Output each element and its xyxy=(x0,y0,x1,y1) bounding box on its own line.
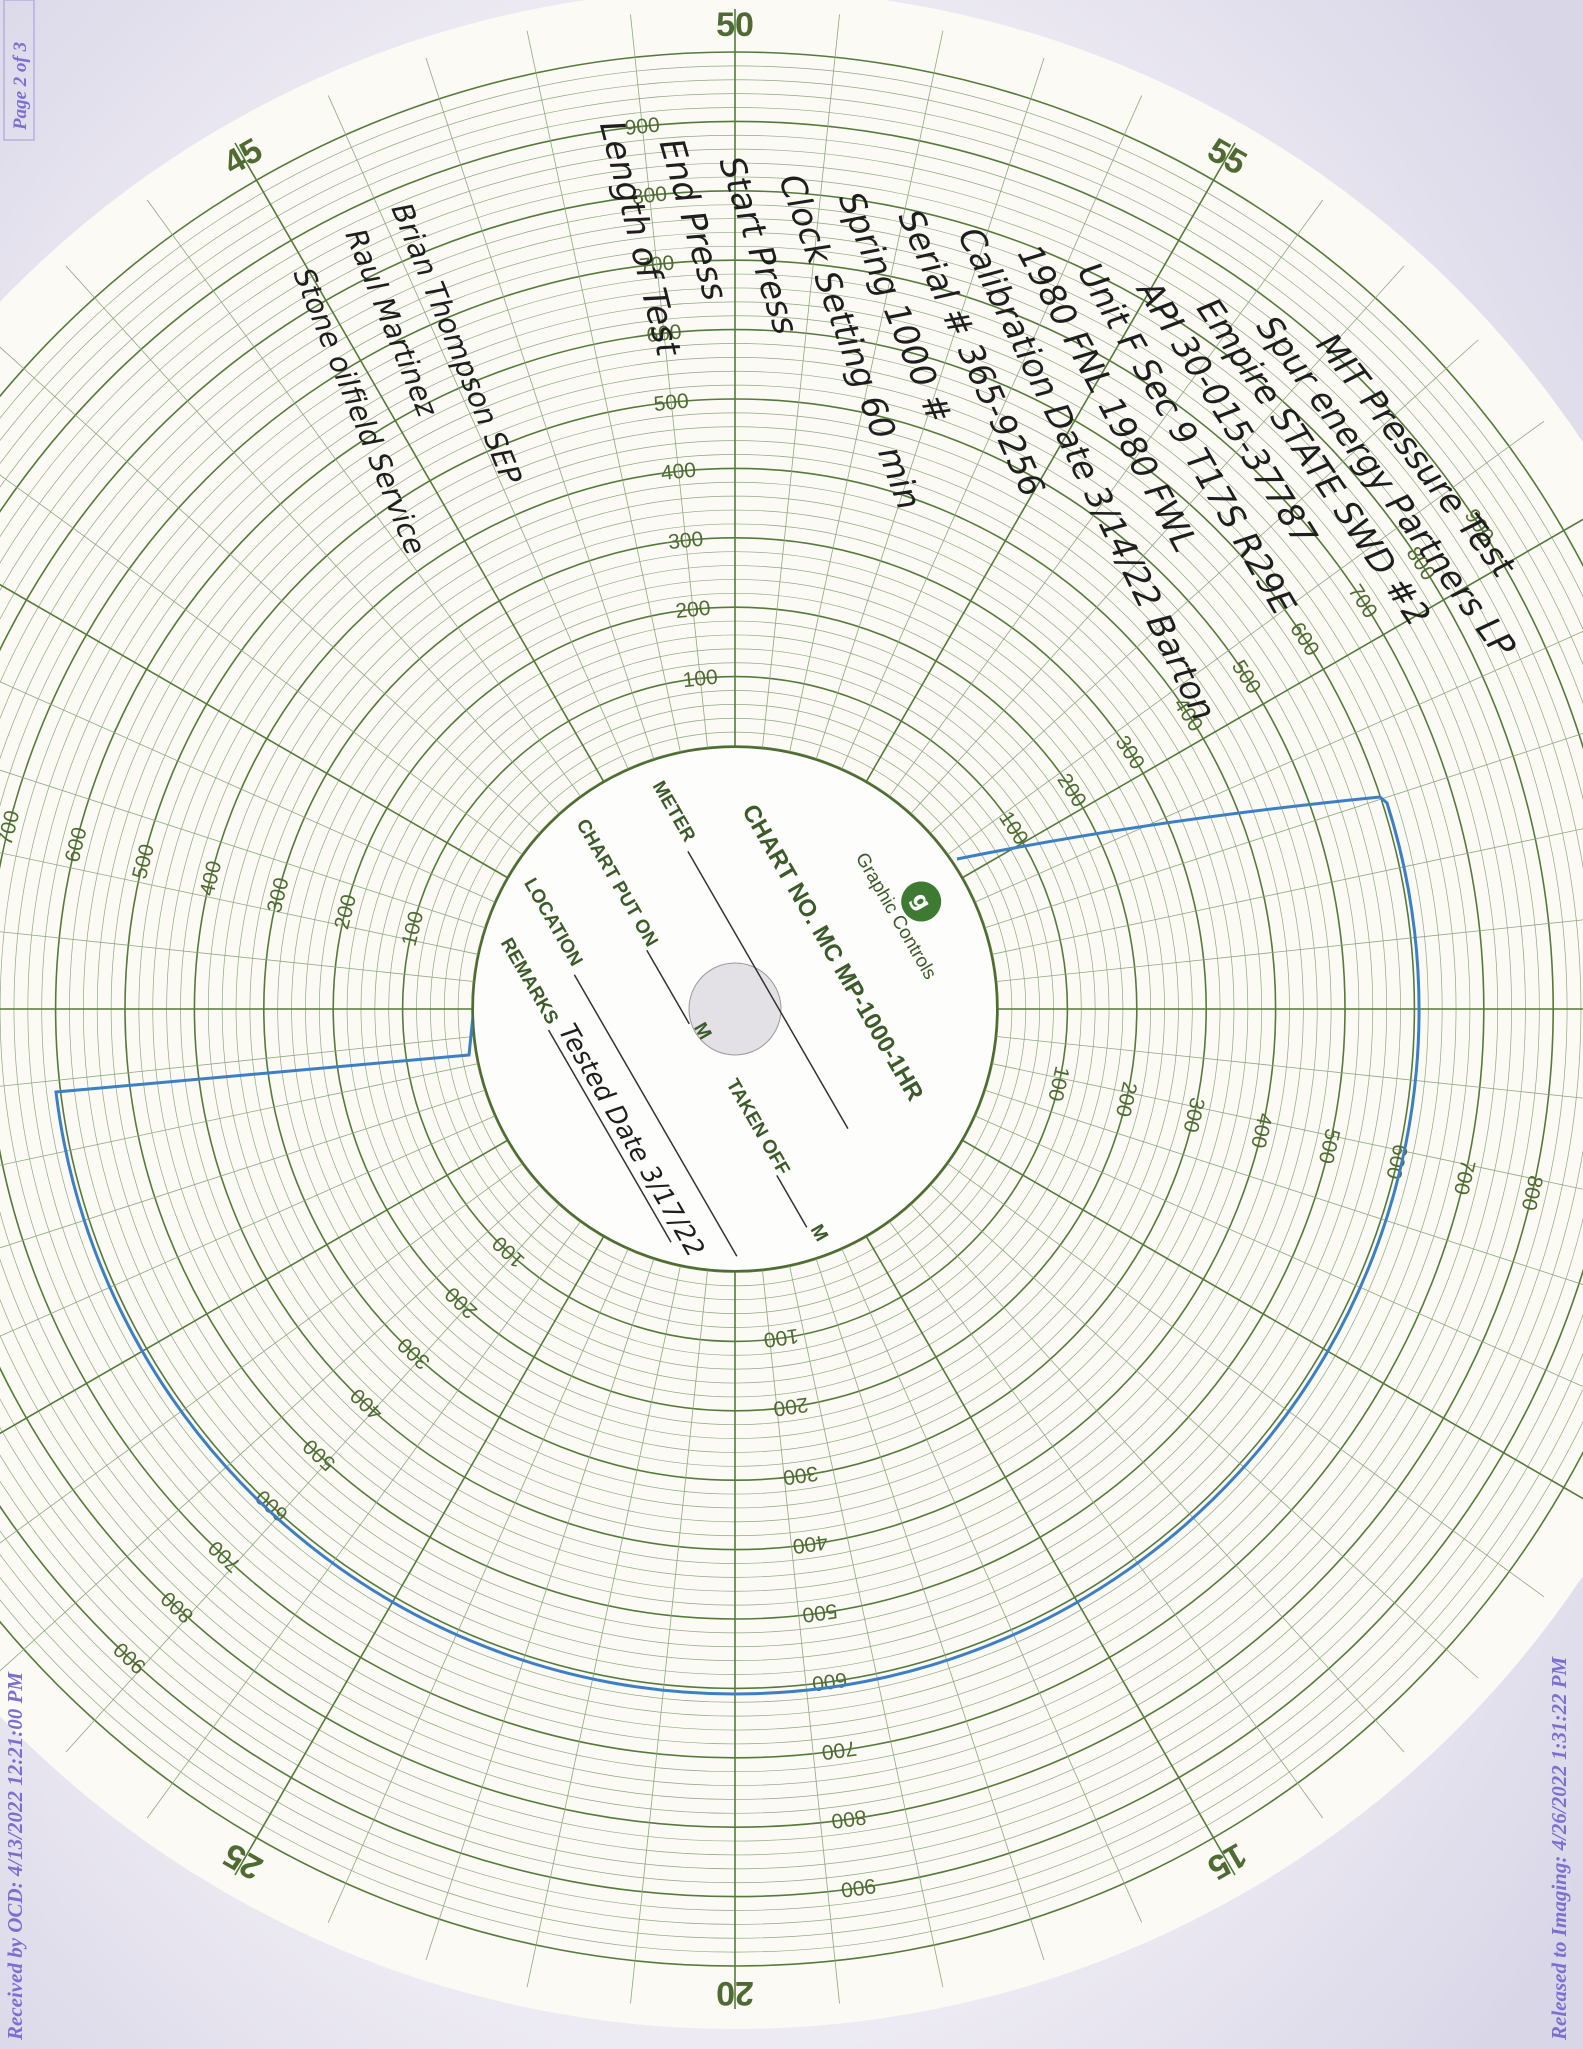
minute-label: 20 xyxy=(716,1974,754,2012)
time-line xyxy=(762,14,840,748)
received-stamp: Received by OCD: 4/13/2022 12:21:00 PM xyxy=(3,1671,27,2041)
scale-label: 200 xyxy=(674,597,711,624)
time-line xyxy=(146,199,581,797)
time-line xyxy=(985,733,1583,929)
taken-off-line xyxy=(776,1175,808,1228)
time-line xyxy=(910,265,1405,814)
time-line xyxy=(0,1139,508,1435)
time-line xyxy=(234,1236,605,1876)
scale-label: 800 xyxy=(830,1805,868,1833)
time-line xyxy=(815,57,1045,759)
time-line xyxy=(234,142,605,782)
meter-line xyxy=(687,851,849,1129)
remarks-line xyxy=(547,1029,672,1243)
time-line xyxy=(992,1063,1583,1190)
time-line xyxy=(630,14,708,748)
time-line xyxy=(996,1036,1583,1099)
scale-label: 600 xyxy=(645,321,682,348)
time-line xyxy=(762,1270,840,2004)
time-line xyxy=(65,265,560,814)
scale-label: 300 xyxy=(667,528,704,555)
released-stamp: Released to Imaging: 4/26/2022 1:31:22 P… xyxy=(1547,1655,1571,2041)
time-line xyxy=(0,681,495,903)
time-line xyxy=(0,852,478,955)
time-line xyxy=(910,1204,1405,1753)
time-line xyxy=(0,1184,540,1672)
location-line xyxy=(573,974,738,1257)
scale-label: 500 xyxy=(801,1599,839,1627)
scale-label: 100 xyxy=(762,1324,800,1352)
scale-label: 900 xyxy=(624,113,661,140)
logo xyxy=(901,881,942,922)
time-line xyxy=(975,1115,1583,1387)
time-line xyxy=(841,1249,1143,1923)
time-line xyxy=(865,142,1236,782)
time-line xyxy=(841,95,1143,769)
time-line xyxy=(0,474,523,855)
time-line xyxy=(425,57,655,759)
time-line xyxy=(962,1139,1583,1500)
time-line xyxy=(0,769,485,929)
time-line xyxy=(425,1259,655,1961)
time-line xyxy=(815,1259,1045,1961)
time-line xyxy=(996,919,1583,982)
time-line xyxy=(962,518,1583,879)
time-line xyxy=(65,1204,560,1753)
put-on-line xyxy=(646,949,690,1025)
page-stamp: Page 2 of 3 xyxy=(10,42,31,131)
scale-label: 800 xyxy=(631,183,668,210)
time-line xyxy=(789,30,944,752)
time-line xyxy=(947,420,1545,855)
scale-label: 900 xyxy=(840,1874,878,1902)
time-line xyxy=(930,339,1479,834)
time-line xyxy=(526,1266,681,1988)
time-line xyxy=(0,1163,523,1544)
scale-label: 100 xyxy=(682,666,719,693)
scale-label: 300 xyxy=(782,1461,820,1489)
time-line xyxy=(0,1089,485,1249)
scale-label: 600 xyxy=(811,1667,849,1695)
time-line xyxy=(992,828,1583,955)
time-line xyxy=(889,1221,1324,1819)
scale-label: 500 xyxy=(653,390,690,417)
time-line xyxy=(0,1036,474,1087)
time-line xyxy=(985,1089,1583,1285)
pressure-trace xyxy=(54,795,1421,1696)
time-line xyxy=(0,1115,495,1337)
scale-label: 700 xyxy=(638,252,675,279)
time-line xyxy=(947,1163,1545,1598)
time-line xyxy=(865,1236,1236,1876)
center-hole xyxy=(688,962,782,1056)
time-line xyxy=(526,30,681,752)
scale-label: 700 xyxy=(820,1736,858,1764)
time-line xyxy=(975,631,1583,903)
scale-label: 200 xyxy=(772,1393,810,1421)
time-line xyxy=(0,931,474,982)
time-line xyxy=(146,1221,581,1819)
time-line xyxy=(0,1063,478,1166)
scale-label: 400 xyxy=(791,1530,829,1558)
time-line xyxy=(789,1266,944,1988)
time-line xyxy=(0,583,508,879)
time-line xyxy=(0,346,540,834)
scale-label: 400 xyxy=(660,459,697,486)
time-line xyxy=(889,199,1324,797)
time-line xyxy=(327,1249,629,1923)
page-stamp-box xyxy=(3,0,35,141)
time-line xyxy=(630,1270,708,2004)
time-line xyxy=(327,95,629,769)
minute-label: 50 xyxy=(716,6,754,44)
time-line xyxy=(930,1184,1479,1679)
